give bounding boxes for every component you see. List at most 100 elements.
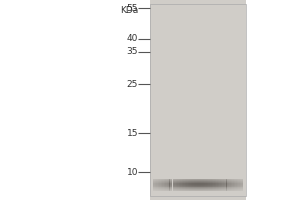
Bar <box>230 181 231 182</box>
Bar <box>190 184 192 185</box>
Bar <box>213 185 214 186</box>
Bar <box>219 179 220 180</box>
Bar <box>176 183 177 184</box>
Bar <box>225 186 226 187</box>
Bar <box>172 180 174 181</box>
Bar <box>231 185 232 186</box>
Bar <box>164 187 165 188</box>
Bar <box>222 181 224 182</box>
Bar <box>208 186 210 187</box>
Bar <box>225 184 226 185</box>
Bar <box>150 0 246 200</box>
Bar <box>231 190 232 191</box>
Bar <box>189 181 190 182</box>
Bar <box>171 188 172 189</box>
Bar <box>162 180 164 181</box>
Bar <box>214 180 216 181</box>
Bar <box>168 190 170 191</box>
Bar <box>169 189 171 190</box>
Bar <box>177 187 178 188</box>
Bar <box>159 184 160 185</box>
Bar <box>180 181 182 182</box>
Bar <box>207 180 208 181</box>
Bar <box>192 187 194 188</box>
Bar <box>212 188 213 189</box>
Bar <box>174 179 176 180</box>
Bar <box>204 183 206 184</box>
Bar <box>198 180 200 181</box>
Bar <box>167 180 168 181</box>
Bar <box>213 188 214 189</box>
Bar <box>198 185 200 186</box>
Bar <box>208 187 210 188</box>
Bar <box>182 184 183 185</box>
Bar <box>201 182 202 183</box>
Bar <box>204 181 206 182</box>
Bar <box>164 179 165 180</box>
Bar <box>237 182 238 183</box>
Bar <box>228 179 230 180</box>
Bar <box>202 182 204 183</box>
Bar <box>160 183 162 184</box>
Bar <box>192 184 194 185</box>
Bar <box>213 179 214 180</box>
Bar <box>212 181 213 182</box>
Bar <box>224 186 225 187</box>
Bar <box>222 185 224 186</box>
Bar <box>186 190 188 191</box>
Bar <box>240 184 242 185</box>
Bar <box>242 188 243 189</box>
Bar <box>220 181 222 182</box>
Bar <box>204 190 206 191</box>
Bar <box>180 180 182 181</box>
Bar <box>238 190 240 191</box>
Bar <box>160 186 162 187</box>
Bar <box>184 185 186 186</box>
Bar <box>194 182 195 183</box>
Bar <box>204 187 206 188</box>
Bar <box>236 185 237 186</box>
Bar <box>164 181 165 182</box>
Bar <box>204 186 206 187</box>
Bar <box>153 184 154 185</box>
Bar <box>206 187 207 188</box>
Bar <box>216 187 218 188</box>
Bar <box>232 181 234 182</box>
Bar <box>213 186 214 187</box>
Bar <box>222 179 224 180</box>
Bar <box>222 180 224 181</box>
Bar <box>200 189 201 190</box>
Bar <box>176 190 177 191</box>
Bar <box>206 180 207 181</box>
Bar <box>218 180 219 181</box>
Bar <box>188 190 189 191</box>
Bar <box>240 188 242 189</box>
Bar <box>189 186 190 187</box>
Bar <box>190 190 192 191</box>
Bar <box>214 189 216 190</box>
Bar <box>178 190 180 191</box>
Bar <box>228 189 230 190</box>
Text: 15: 15 <box>127 129 138 138</box>
Bar <box>174 183 176 184</box>
Bar <box>159 189 160 190</box>
Bar <box>237 181 238 182</box>
Bar <box>156 189 158 190</box>
Bar <box>169 180 171 181</box>
Bar <box>201 180 202 181</box>
Bar <box>202 189 204 190</box>
Bar <box>240 185 242 186</box>
Bar <box>164 182 165 183</box>
Bar <box>158 182 159 183</box>
Bar <box>238 183 240 184</box>
Bar <box>201 190 202 191</box>
Bar <box>174 180 176 181</box>
Bar <box>154 188 156 189</box>
Bar <box>192 190 194 191</box>
Bar <box>171 189 172 190</box>
Bar <box>242 186 243 187</box>
Bar <box>200 182 201 183</box>
Bar <box>174 182 176 183</box>
Bar <box>186 188 188 189</box>
Bar <box>180 183 182 184</box>
